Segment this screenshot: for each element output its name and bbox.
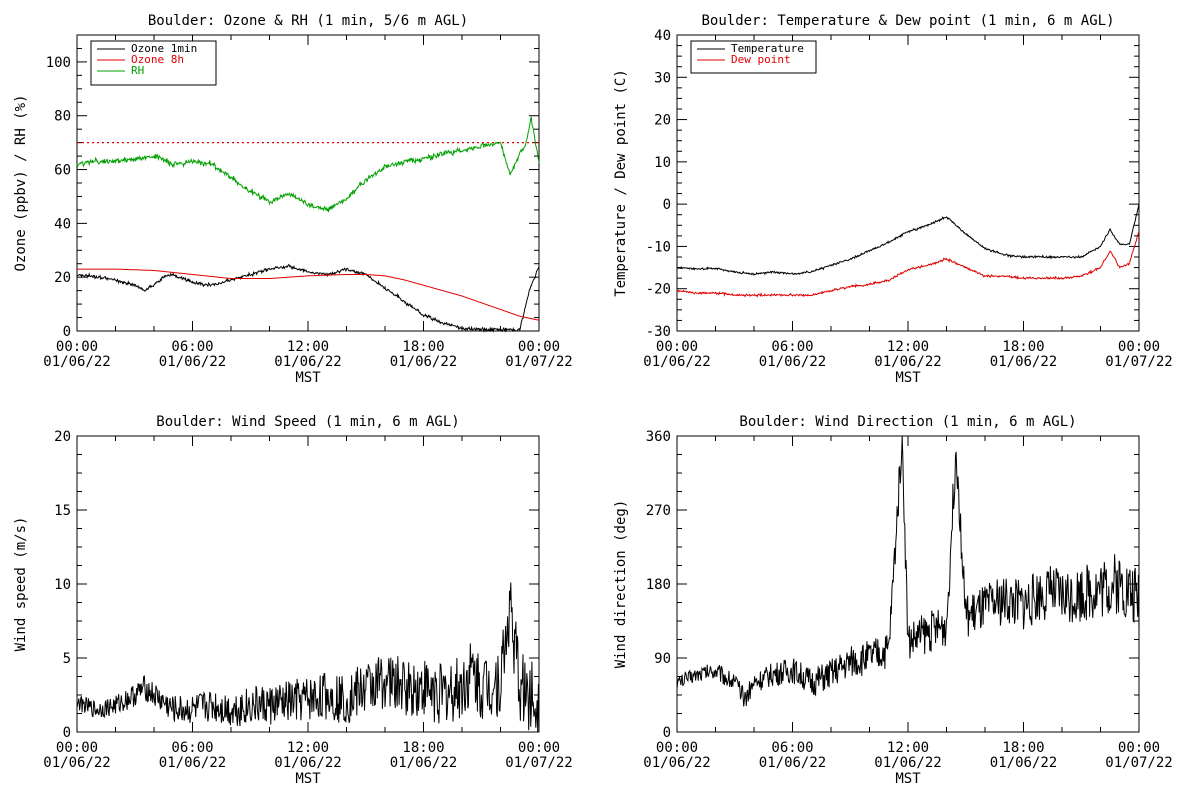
y-tick-label: 80 [54,109,71,125]
y-tick-label: 0 [63,324,71,340]
y-tick-label: 0 [663,197,671,213]
y-tick-label: -30 [646,324,671,340]
y-tick-label: 100 [46,55,71,71]
x-tick-date: 01/07/22 [1105,755,1172,771]
series-line-1 [676,435,1140,707]
x-tick-time: 00:00 [518,740,560,756]
y-tick-label: 20 [654,113,671,129]
y-tick-label: 90 [654,651,671,667]
x-tick-date: 01/06/22 [874,354,941,370]
series-line-1 [76,582,540,733]
x-tick-date: 01/06/22 [159,755,226,771]
legend-label: Dew point [731,53,791,66]
x-tick-time: 18:00 [402,339,444,355]
x-tick-time: 00:00 [56,740,98,756]
x-tick-time: 06:00 [171,339,213,355]
y-axis-label: Wind direction (deg) [613,500,629,669]
x-axis-label: MST [295,370,321,386]
y-axis-label: Temperature / Dew point (C) [613,69,629,297]
chart-title: Boulder: Wind Speed (1 min, 6 m AGL) [156,414,459,430]
x-tick-time: 12:00 [887,740,929,756]
chart-title: Boulder: Temperature & Dew point (1 min,… [701,13,1114,29]
y-tick-label: 360 [646,429,671,445]
x-tick-date: 01/06/22 [159,354,226,370]
y-tick-label: 180 [646,577,671,593]
x-tick-time: 06:00 [771,339,813,355]
y-tick-label: 40 [654,28,671,44]
y-tick-label: -10 [646,239,671,255]
x-tick-time: 18:00 [1002,740,1044,756]
y-tick-label: 0 [63,725,71,741]
x-tick-date: 01/06/22 [643,755,710,771]
plot-frame [676,435,1140,733]
x-tick-date: 01/07/22 [505,755,572,771]
y-tick-label: 30 [654,70,671,86]
legend-box [90,40,217,86]
y-tick-label: -20 [646,282,671,298]
x-tick-time: 12:00 [287,339,329,355]
plot-frame [676,34,1140,332]
x-tick-date: 01/06/22 [759,755,826,771]
x-tick-date: 01/06/22 [990,354,1057,370]
y-tick-label: 15 [54,503,71,519]
legend-box [690,40,817,74]
legend-label: Ozone 8h [131,53,184,66]
x-axis-label: MST [895,370,921,386]
series-line-1 [676,203,1140,276]
legend-label: Ozone 1min [131,42,197,55]
x-tick-date: 01/06/22 [43,354,110,370]
x-tick-time: 12:00 [887,339,929,355]
y-tick-label: 10 [54,577,71,593]
x-tick-time: 00:00 [656,740,698,756]
x-tick-date: 01/06/22 [874,755,941,771]
y-tick-label: 10 [654,155,671,171]
x-tick-time: 18:00 [402,740,444,756]
x-tick-time: 06:00 [171,740,213,756]
x-tick-date: 01/07/22 [1105,354,1172,370]
x-tick-time: 00:00 [1118,339,1160,355]
x-tick-date: 01/06/22 [643,354,710,370]
y-tick-label: 20 [54,270,71,286]
chart-panel-4: Boulder: Wind Direction (1 min, 6 m AGL)… [613,414,1173,787]
legend-label: Temperature [731,42,804,55]
y-tick-label: 270 [646,503,671,519]
legend-label: RH [131,64,144,77]
x-tick-date: 01/06/22 [390,755,457,771]
y-tick-label: 5 [63,651,71,667]
y-axis-label: Wind speed (m/s) [13,517,29,652]
y-tick-label: 20 [54,429,71,445]
x-tick-date: 01/06/22 [759,354,826,370]
x-tick-time: 18:00 [1002,339,1044,355]
x-tick-date: 01/06/22 [274,354,341,370]
x-tick-date: 01/06/22 [390,354,457,370]
y-axis-label: Ozone (ppbv) / RH (%) [13,94,29,271]
x-tick-date: 01/07/22 [505,354,572,370]
x-tick-time: 00:00 [656,339,698,355]
x-tick-time: 00:00 [518,339,560,355]
x-axis-label: MST [895,771,921,787]
x-tick-date: 01/06/22 [990,755,1057,771]
series-line-3 [76,116,540,213]
series-line-1 [76,263,540,333]
series-line-2 [77,268,540,321]
x-tick-time: 00:00 [56,339,98,355]
chart-panel-1: Boulder: Ozone & RH (1 min, 5/6 m AGL) 0 2… [13,13,573,386]
x-tick-date: 01/06/22 [43,755,110,771]
series-line-2 [676,231,1140,298]
x-tick-date: 01/06/22 [274,755,341,771]
chart-panel-3: Boulder: Wind Speed (1 min, 6 m AGL) 0 5 10… [13,414,573,787]
chart-title: Boulder: Ozone & RH (1 min, 5/6 m AGL) [148,13,468,29]
y-tick-label: 60 [54,163,71,179]
y-tick-label: 40 [54,216,71,232]
chart-panel-2: Boulder: Temperature & Dew point (1 min,… [613,13,1173,386]
x-tick-time: 00:00 [1118,740,1160,756]
y-tick-label: 0 [663,725,671,741]
x-tick-time: 06:00 [771,740,813,756]
x-tick-time: 12:00 [287,740,329,756]
x-axis-label: MST [295,771,321,787]
chart-title: Boulder: Wind Direction (1 min, 6 m AGL) [739,414,1076,430]
